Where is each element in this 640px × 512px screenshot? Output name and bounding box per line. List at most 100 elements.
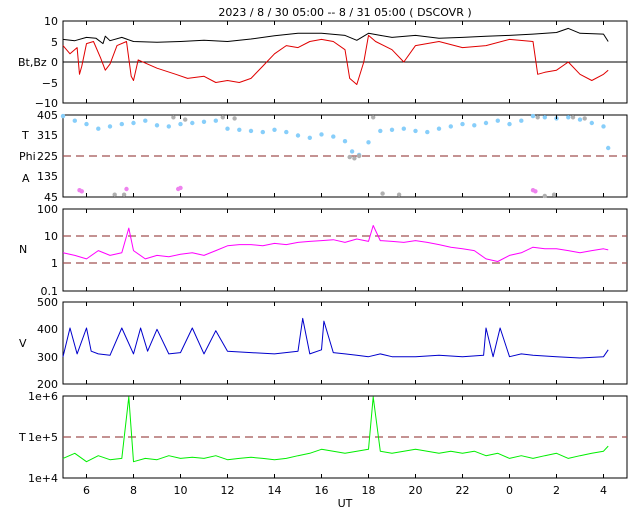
data-point-t	[107, 124, 113, 129]
x-tick-label: 6	[83, 484, 90, 497]
y-tick-label: −10	[35, 97, 58, 110]
data-point-t	[448, 124, 453, 129]
data-point-t	[260, 129, 265, 135]
data-point-t	[131, 120, 136, 126]
data-point-t	[349, 149, 355, 154]
y-tick-label: 1	[51, 257, 58, 270]
data-point-a	[124, 186, 129, 192]
x-axis-ticks: 6 8 10 12 14 16 18 20 22 0 2 4	[83, 21, 607, 497]
x-tick-label: 2	[553, 484, 560, 497]
data-point-phi	[582, 116, 587, 121]
x-tick-label: 4	[600, 484, 607, 497]
data-point-t	[483, 120, 489, 126]
data-point-t	[119, 121, 125, 127]
y-tick-label: 500	[37, 296, 58, 309]
data-point-t	[272, 127, 277, 132]
y-tick-label: −5	[42, 77, 58, 90]
data-point-t	[589, 120, 594, 126]
data-point-t	[166, 124, 171, 129]
data-point-t	[530, 113, 536, 119]
data-point-phi	[570, 115, 576, 120]
data-point-t	[606, 145, 611, 151]
y-tick-label: 45	[44, 191, 58, 204]
data-point-t	[213, 118, 218, 123]
data-point-t	[425, 129, 430, 135]
y-tick-label: 225	[37, 150, 58, 163]
data-point-a	[533, 189, 538, 194]
y-tick-label: 1e+6	[28, 390, 58, 403]
data-point-phi	[396, 192, 402, 197]
data-point-t	[413, 128, 418, 134]
data-point-t	[319, 132, 324, 137]
y-tick-label: 0	[51, 56, 58, 69]
data-point-t	[60, 113, 66, 119]
data-point-phi	[112, 192, 117, 197]
data-point-t	[201, 119, 207, 125]
series-group	[62, 396, 609, 463]
data-point-t	[307, 135, 312, 140]
data-point-phi	[371, 115, 376, 120]
y-tick-label: 400	[37, 323, 58, 336]
y-axis-label: T	[18, 431, 26, 444]
x-tick-label: 18	[362, 484, 376, 497]
data-point-phi	[380, 191, 385, 196]
data-point-t	[237, 127, 242, 132]
data-point-t	[190, 120, 195, 126]
panel-density: 100 10 1 0.1 N	[19, 203, 628, 298]
y-tick-label: 1e+4	[28, 472, 58, 485]
data-point-t	[284, 129, 289, 135]
data-point-t	[401, 126, 406, 131]
data-point-t	[225, 126, 230, 131]
panel-frame	[62, 301, 628, 385]
panel-magnetic-field: 10 5 0 −5 −10 Bt,Bz	[18, 15, 628, 110]
series-line-v	[62, 317, 609, 359]
x-tick-label: 8	[130, 484, 137, 497]
data-point-t	[96, 126, 101, 131]
data-point-phi	[183, 117, 188, 122]
x-tick-label: 0	[506, 484, 513, 497]
y-tick-label: 10	[44, 230, 58, 243]
y-axis-label: V	[19, 337, 27, 350]
y-tick-label: 5	[51, 36, 58, 49]
data-point-t	[248, 128, 254, 134]
data-point-a	[79, 189, 85, 194]
x-tick-label: 20	[409, 484, 423, 497]
y-tick-label: 300	[37, 351, 58, 364]
series-group	[62, 317, 609, 359]
y-axis-label: Bt,Bz	[18, 56, 47, 69]
data-point-t	[72, 118, 78, 123]
data-point-phi	[352, 156, 357, 161]
data-point-phi	[535, 115, 540, 120]
data-point-t	[378, 128, 383, 134]
data-point-t	[143, 118, 148, 123]
data-point-phi	[171, 115, 176, 120]
series-line-t	[62, 396, 609, 463]
panel-frame	[62, 208, 628, 292]
data-point-t	[472, 123, 477, 128]
series-group	[62, 27, 609, 85]
data-point-t	[542, 115, 547, 120]
data-point-t	[460, 121, 465, 127]
data-point-t	[178, 121, 183, 127]
data-point-t	[295, 133, 301, 138]
data-point-phi	[232, 116, 237, 121]
x-tick-label: 22	[456, 484, 470, 497]
y-tick-label: 405	[37, 109, 58, 122]
data-point-phi	[542, 193, 547, 199]
y-tick-label: 200	[37, 378, 58, 391]
data-point-phi	[121, 192, 127, 197]
series-group	[60, 113, 611, 199]
y-tick-label: 100	[37, 203, 58, 216]
data-point-phi	[347, 154, 352, 160]
y-tick-label: 315	[37, 129, 58, 142]
data-point-t	[495, 118, 500, 123]
data-point-t	[566, 115, 571, 120]
data-point-t	[331, 134, 336, 139]
x-tick-label: 12	[221, 484, 235, 497]
series-group	[62, 225, 609, 262]
x-tick-label: 16	[315, 484, 329, 497]
y-tick-label: 135	[37, 170, 58, 183]
data-point-phi	[220, 115, 225, 120]
data-point-t	[342, 139, 348, 144]
